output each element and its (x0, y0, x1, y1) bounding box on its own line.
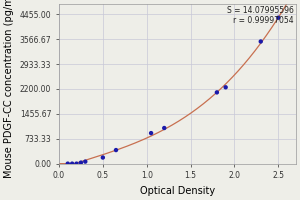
Point (74, 162, 79, 165)
Point (100, 156, 105, 159)
Point (114, 148, 118, 152)
X-axis label: Optical Density: Optical Density (140, 186, 215, 196)
Text: S = 14.07995596
r = 0.99997054: S = 14.07995596 r = 0.99997054 (227, 6, 294, 25)
Point (65, 162, 70, 165)
Point (162, 126, 167, 130)
Point (258, 40, 263, 43)
Point (70, 162, 74, 165)
Point (276, 16, 281, 19)
Point (223, 86, 228, 89)
Point (79, 161, 83, 164)
Point (149, 132, 154, 135)
Y-axis label: Mouse PDGF-CC concentration (pg/ml): Mouse PDGF-CC concentration (pg/ml) (4, 0, 14, 178)
Point (83, 160, 88, 163)
Point (214, 91, 219, 94)
